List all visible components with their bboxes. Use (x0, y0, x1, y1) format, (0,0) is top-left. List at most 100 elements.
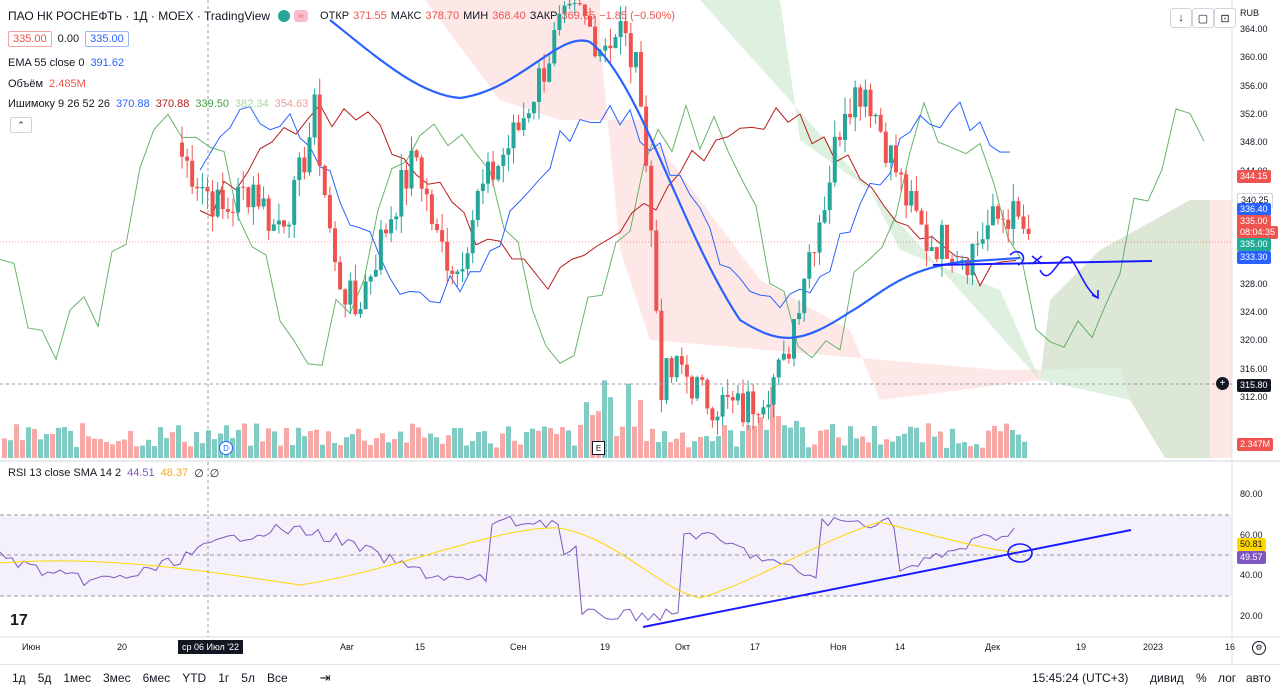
candle-body (690, 376, 694, 399)
range-button-2[interactable]: 1мес (63, 671, 91, 685)
volume-bar (938, 431, 943, 458)
percent-toggle[interactable]: % (1196, 671, 1207, 685)
log-toggle[interactable]: лог (1218, 671, 1237, 685)
candle-body (246, 187, 251, 208)
candle-body (674, 356, 679, 378)
collapse-legend-button[interactable]: ⌃ (10, 117, 32, 133)
range-button-0[interactable]: 1д (12, 671, 26, 685)
volume-bar (908, 426, 913, 458)
price-axis-label: 320.00 (1240, 335, 1268, 346)
sell-button[interactable]: 335.00 (8, 31, 52, 47)
time-axis-label: Окт (675, 642, 691, 652)
calendar-range-icon[interactable]: ⇥ (319, 670, 331, 685)
ema-label: EMA 55 close 0 (8, 57, 85, 69)
candle-body (475, 191, 480, 221)
candle-body (302, 157, 307, 173)
tradingview-logo-icon[interactable]: 17 (10, 612, 28, 629)
price-tag: 2.347M (1237, 438, 1274, 451)
candle-body (843, 113, 847, 140)
buy-button[interactable]: 335.00 (85, 31, 129, 47)
rsi-tag: 49.57 (1237, 551, 1266, 564)
price-tag: 333.30 (1237, 251, 1271, 264)
ichimoku-legend[interactable]: Ишимоку 9 26 52 26 370.88 370.88 339.50 … (8, 98, 308, 110)
currency-label[interactable]: RUB (1240, 8, 1260, 18)
crosshair-plus-icon[interactable]: + (1216, 377, 1229, 390)
clock[interactable]: 15:45:24 (UTC+3) (1032, 671, 1129, 685)
trade-panel: 335.00 0.00 335.00 (8, 31, 129, 47)
volume-bar (968, 446, 973, 458)
range-button-1[interactable]: 5д (37, 671, 52, 685)
settings-icon[interactable]: ⚙ (1252, 641, 1266, 655)
dividend-adjust-toggle[interactable]: дивид (1150, 671, 1184, 685)
volume-bar (920, 442, 925, 458)
volume-bar (950, 428, 955, 458)
candle-body (965, 260, 970, 276)
candle-body (292, 180, 297, 225)
camera-icon[interactable]: ⊡ (1214, 8, 1236, 28)
kijun-line (199, 103, 1017, 291)
candle-body (950, 258, 955, 263)
volume-bar (902, 433, 907, 458)
range-button-6[interactable]: 1г (218, 671, 230, 685)
rsi-legend[interactable]: RSI 13 close SMA 14 2 44.51 48.37 ∅ ∅ (8, 467, 219, 480)
high-label: МАКС (390, 10, 422, 22)
volume-bar (482, 431, 487, 458)
candle-body (664, 358, 669, 400)
volume-bar (338, 445, 343, 458)
range-button-4[interactable]: 6мес (142, 671, 171, 685)
price-chart[interactable] (0, 0, 1280, 664)
volume-bar (536, 430, 541, 458)
rsi-axis-label: 80.00 (1240, 489, 1263, 499)
volume-bar (812, 444, 817, 458)
volume-bar (434, 437, 439, 458)
earnings-marker[interactable]: E (592, 441, 605, 455)
volume-bar (380, 433, 385, 458)
candle-body (878, 114, 883, 132)
volume-bar (980, 447, 985, 458)
wave-icon[interactable]: ≈ (294, 10, 309, 22)
volume-value: 2.485M (49, 78, 86, 90)
candle-body (327, 195, 332, 229)
range-button-3[interactable]: 3мес (102, 671, 131, 685)
candle-body (1001, 218, 1006, 220)
auto-toggle[interactable]: авто (1246, 671, 1271, 685)
ema-legend[interactable]: EMA 55 close 0 391.62 (8, 57, 124, 69)
candle-body (353, 280, 358, 315)
volume-bar (476, 432, 481, 458)
candle-body (348, 280, 353, 305)
volume-bar (1004, 423, 1009, 458)
range-button-8[interactable]: Все (266, 671, 288, 685)
range-button-5[interactable]: YTD (182, 671, 207, 685)
dividend-marker[interactable]: D (219, 441, 233, 455)
volume-bar (746, 425, 751, 458)
candle-type-icon[interactable] (278, 10, 291, 22)
candle-body (445, 241, 450, 271)
maximize-icon[interactable]: ▢ (1192, 8, 1214, 28)
volume-bar (806, 447, 811, 458)
candle-body (1016, 201, 1021, 217)
volume-bar (884, 439, 889, 458)
candle-body (363, 281, 368, 310)
volume-bar (446, 435, 451, 458)
candle-body (802, 278, 807, 314)
time-axis-label: 2023 (1143, 642, 1164, 652)
volume-bar (836, 437, 841, 458)
volume-legend[interactable]: Объём 2.485M (8, 78, 86, 90)
ichimoku-label: Ишимоку 9 26 52 26 (8, 98, 111, 110)
volume-bar (578, 424, 583, 458)
down-arrow-icon[interactable]: ↓ (1170, 8, 1192, 28)
volume-bar (644, 441, 649, 458)
candle-body (378, 229, 383, 270)
candle-body (200, 186, 205, 189)
volume-bar (710, 441, 715, 458)
candle-body (307, 137, 312, 173)
symbol-title[interactable]: ПАО НК РОСНЕФТЬ · 1Д · MOEX · TradingVie… (8, 9, 271, 23)
price-tag: 335.00 (1237, 215, 1271, 228)
rsi-sma-value: 48.37 (160, 467, 189, 479)
candle-body (899, 172, 904, 175)
candle-body (496, 165, 501, 180)
candle-body (746, 391, 751, 423)
volume-bar (494, 447, 499, 458)
hand-drawn-arrow (1009, 250, 1099, 300)
range-button-7[interactable]: 5л (241, 671, 255, 685)
